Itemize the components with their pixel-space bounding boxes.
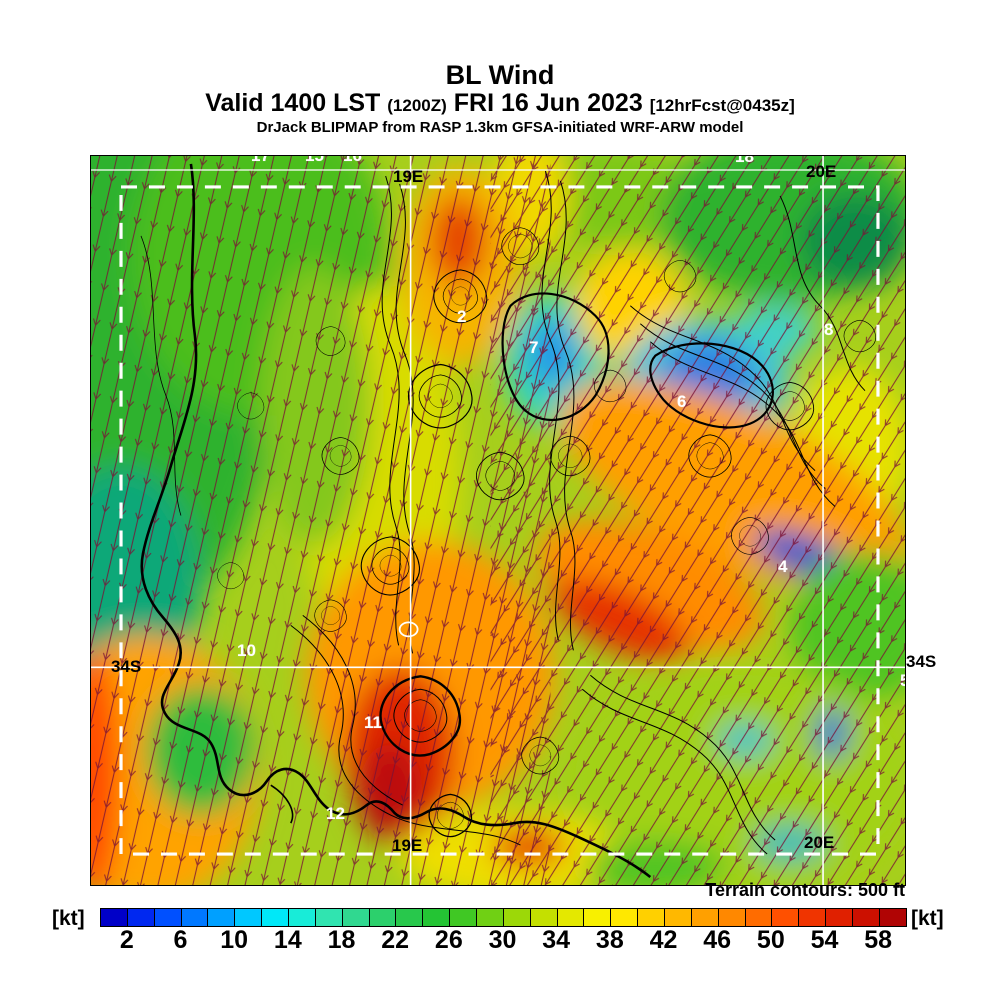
colorbar-segment-8-10 — [208, 909, 236, 926]
colorbar-tick-34: 34 — [542, 926, 571, 954]
colorbar-tick-38: 38 — [595, 926, 624, 954]
site-label-12: 12 — [326, 804, 345, 823]
colorbar-segment-34-36 — [557, 909, 585, 926]
site-label-6: 6 — [677, 392, 687, 411]
colorbar-tick-50: 50 — [756, 926, 785, 954]
colorbar-tick-6: 6 — [173, 926, 188, 954]
colorbar-tick-14: 14 — [273, 926, 302, 954]
colorbar-segment-26-28 — [450, 909, 478, 926]
coastline — [140, 163, 652, 879]
colorbar-tick-30: 30 — [488, 926, 517, 954]
wind-map: 17 15 16 18 2 7 6 8 4 5 10 11 12 — [90, 155, 906, 886]
colorbar-segment-48-50 — [745, 909, 773, 926]
colorbar-segment-58-60 — [879, 909, 906, 926]
site-label-18: 18 — [735, 155, 754, 166]
wind-speed-colorbar — [100, 908, 907, 927]
grid-label-lon-19e-bottom: 19E — [392, 836, 423, 855]
colorbar-segment-2-4 — [127, 909, 155, 926]
colorbar-units-right: [kt] — [911, 907, 944, 930]
colorbar-units-left: [kt] — [52, 907, 85, 930]
colorbar-tick-22: 22 — [381, 926, 410, 954]
colorbar-segment-54-56 — [826, 909, 854, 926]
site-label-2: 2 — [457, 307, 467, 326]
colorbar-segment-6-8 — [181, 909, 209, 926]
colorbar-segment-20-22 — [369, 909, 397, 926]
model-domain-boundary — [119, 185, 880, 856]
colorbar-tick-26: 26 — [434, 926, 463, 954]
valid-zulu: (1200Z) — [387, 96, 447, 115]
site-marker-ring — [398, 621, 419, 638]
site-label-5: 5 — [900, 672, 905, 690]
colorbar-segment-12-14 — [262, 909, 290, 926]
forecast-init: [12hrFcst@0435z] — [649, 96, 795, 115]
colorbar-segment-42-44 — [665, 909, 692, 926]
valid-time: Valid 1400 LST — [205, 89, 381, 117]
site-label-11: 11 — [364, 713, 382, 732]
colorbar-segment-10-12 — [235, 909, 263, 926]
streamlines — [91, 156, 905, 885]
colorbar-segment-32-34 — [530, 909, 558, 926]
site-label-8: 8 — [824, 320, 834, 339]
colorbar-segment-40-42 — [638, 909, 666, 926]
site-label-15: 15 — [305, 155, 324, 165]
colorbar-segment-16-18 — [315, 909, 343, 926]
colorbar-segment-18-20 — [342, 909, 370, 926]
colorbar-segment-44-46 — [691, 909, 719, 926]
colorbar-segment-52-54 — [799, 909, 827, 926]
colorbar-tick-46: 46 — [703, 926, 732, 954]
site-label-10: 10 — [237, 641, 256, 660]
colorbar-tick-58: 58 — [864, 926, 893, 954]
colorbar-segment-28-30 — [477, 909, 504, 926]
wind-field-graphic — [91, 156, 905, 885]
site-label-17: 17 — [251, 155, 270, 165]
valid-time-line: Valid 1400 LST (1200Z) FRI 16 Jun 2023 [… — [0, 90, 1000, 119]
site-label-16: 16 — [343, 155, 362, 165]
colorbar-segment-38-40 — [611, 909, 639, 926]
site-label-7: 7 — [529, 338, 539, 357]
colorbar-tick-2: 2 — [119, 926, 134, 954]
colorbar-tick-42: 42 — [649, 926, 678, 954]
colorbar-segment-14-16 — [289, 909, 316, 926]
valid-date: FRI 16 Jun 2023 — [453, 89, 643, 117]
colorbar-segment-46-48 — [718, 909, 746, 926]
grid-label-lat-34s-left: 34S — [111, 657, 142, 676]
terrain-contours — [140, 170, 877, 855]
header: BL Wind Valid 1400 LST (1200Z) FRI 16 Ju… — [0, 60, 1000, 137]
colorbar-segment-24-26 — [423, 909, 451, 926]
colorbar-tick-18: 18 — [327, 926, 356, 954]
colorbar-segment-4-6 — [154, 909, 182, 926]
grid-label-lon-20e-bottom: 20E — [804, 833, 835, 852]
model-credit-line: DrJack BLIPMAP from RASP 1.3km GFSA-init… — [256, 119, 744, 136]
colorbar-segment-56-58 — [853, 909, 880, 926]
colorbar-segment-0-2 — [101, 909, 128, 926]
colorbar-tick-10: 10 — [220, 926, 249, 954]
site-label-4: 4 — [778, 557, 788, 576]
colorbar-tick-54: 54 — [810, 926, 839, 954]
colorbar-segment-50-52 — [772, 909, 800, 926]
grid-label-lat-34s-right: 34S — [906, 652, 937, 671]
colorbar-segment-36-38 — [584, 909, 612, 926]
colorbar-segment-30-32 — [503, 909, 531, 926]
grid-label-lon-19e-top: 19E — [393, 167, 424, 186]
page-title: BL Wind — [445, 60, 555, 90]
graticule — [91, 156, 905, 885]
colorbar-segment-22-24 — [396, 909, 424, 926]
grid-label-lon-20e-top: 20E — [806, 162, 837, 181]
terrain-contour-note: Terrain contours: 500 ft — [705, 880, 905, 900]
